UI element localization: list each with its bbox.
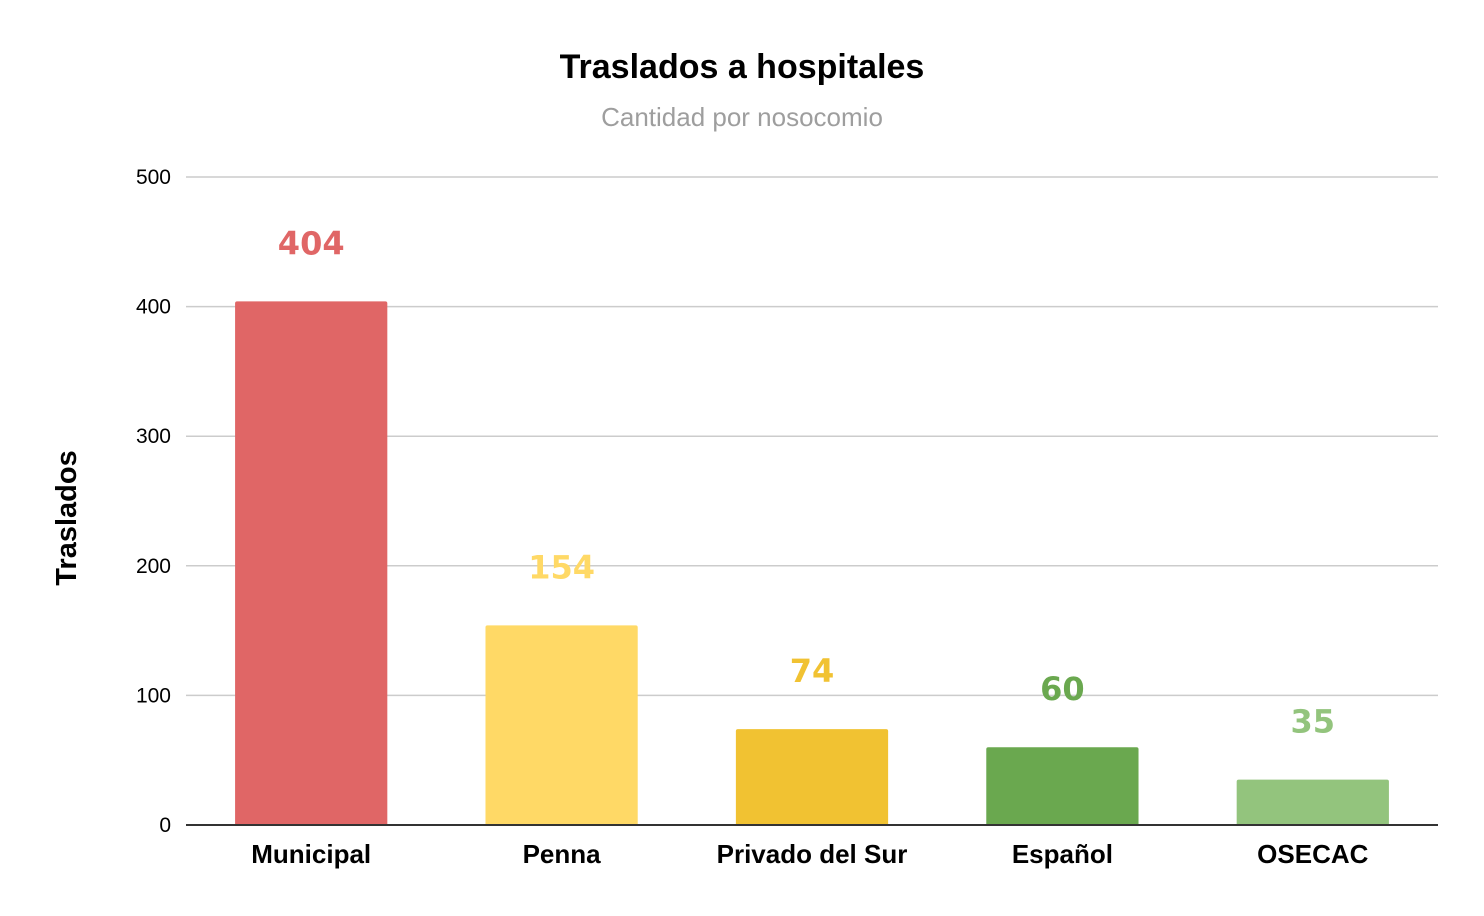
bar (235, 301, 388, 825)
bar (986, 747, 1139, 825)
y-tick-label: 400 (136, 296, 171, 319)
chart-title: Traslados a hospitales (560, 48, 925, 86)
y-axis-label: Traslados (51, 450, 83, 585)
x-tick-label: Municipal (251, 839, 371, 869)
x-tick-label: OSECAC (1257, 839, 1368, 869)
data-label: 35 (1291, 703, 1336, 741)
x-axis-ticks: Municipal Penna Privado del Sur Español OSEC… (251, 839, 1368, 869)
data-label: 404 (278, 224, 345, 262)
data-label: 154 (528, 548, 595, 586)
y-tick-label: 100 (136, 684, 171, 707)
data-label: 60 (1040, 670, 1085, 708)
y-tick-label: 300 (136, 425, 171, 448)
bar (485, 625, 638, 825)
y-axis-ticks: 0 100 200 300 400 500 (136, 166, 171, 837)
bar (735, 729, 889, 825)
bars (235, 301, 1389, 825)
x-tick-label: Español (1012, 839, 1113, 869)
x-tick-label: Privado del Sur (717, 839, 908, 869)
data-label: 74 (790, 652, 835, 690)
chart-subtitle: Cantidad por nosocomio (601, 102, 883, 132)
bar (1236, 779, 1389, 825)
y-tick-label: 0 (159, 814, 171, 837)
gridlines (186, 176, 1438, 697)
y-tick-label: 200 (136, 555, 171, 578)
data-labels: 404 154 74 60 35 (278, 224, 1335, 740)
x-tick-label: Penna (523, 839, 602, 869)
y-tick-label: 500 (136, 166, 171, 189)
